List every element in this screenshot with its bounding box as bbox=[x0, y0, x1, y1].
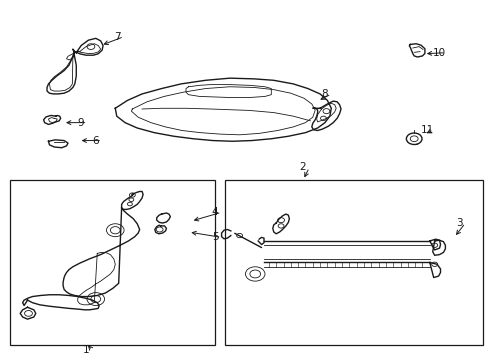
Text: 7: 7 bbox=[114, 32, 121, 41]
Text: 8: 8 bbox=[321, 89, 327, 99]
Text: 6: 6 bbox=[92, 136, 99, 145]
Text: 10: 10 bbox=[432, 48, 445, 58]
Text: 1: 1 bbox=[82, 345, 89, 355]
Text: 5: 5 bbox=[211, 232, 218, 242]
Text: 4: 4 bbox=[211, 207, 218, 217]
Text: 9: 9 bbox=[78, 118, 84, 128]
Text: 11: 11 bbox=[420, 125, 433, 135]
Bar bbox=[10, 180, 215, 345]
Bar bbox=[224, 180, 483, 345]
Text: 3: 3 bbox=[455, 218, 462, 228]
Text: 2: 2 bbox=[299, 162, 305, 172]
